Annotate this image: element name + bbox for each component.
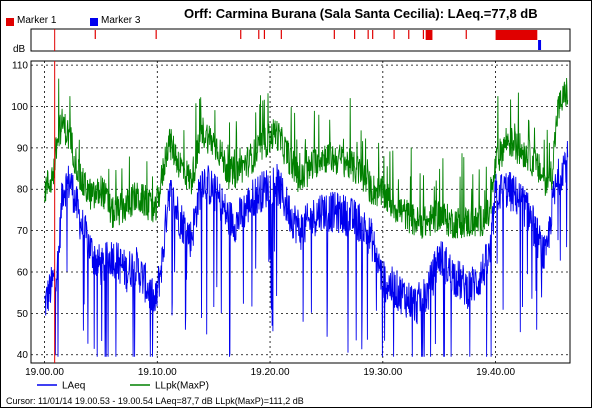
y-axis-label: dB (13, 44, 26, 55)
y-tick-label: 100 (11, 102, 28, 113)
x-tick-label: 19.40.00 (476, 367, 515, 378)
marker1-block (495, 30, 538, 40)
series-line-laeq (44, 140, 569, 357)
y-tick-label: 70 (17, 226, 29, 237)
x-tick-label: 19.10.00 (138, 367, 177, 378)
marker1-block (425, 30, 433, 40)
y-tick-label: 80 (17, 185, 29, 196)
y-tick-label: 90 (17, 143, 29, 154)
y-tick-label: 50 (17, 309, 29, 320)
y-tick-label: 40 (17, 350, 29, 361)
marker-strip (30, 28, 571, 52)
chart-title: Orff: Carmina Burana (Sala Santa Cecilia… (184, 6, 538, 21)
y-tick-label: 60 (17, 267, 29, 278)
x-tick-label: 19.20.00 (251, 367, 290, 378)
series-line-llpk (44, 77, 569, 239)
legend-label: LAeq (62, 381, 85, 392)
x-tick-label: 19.00.00 (25, 367, 64, 378)
marker1-legend-swatch (6, 18, 14, 26)
legend-label: LLpk(MaxP) (155, 381, 209, 392)
marker3-legend-swatch (90, 18, 98, 26)
y-tick-label: 110 (12, 61, 28, 72)
marker1-legend-label: Marker 1 (17, 15, 57, 26)
marker3-tick (538, 40, 542, 50)
marker3-legend-label: Marker 3 (101, 15, 141, 26)
cursor-readout: Cursor: 11/01/14 19.00.53 - 19.00.54 LAe… (6, 396, 304, 406)
x-tick-label: 19.30.00 (363, 367, 402, 378)
